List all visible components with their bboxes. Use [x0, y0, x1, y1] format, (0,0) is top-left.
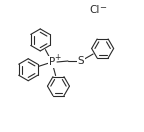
- Text: −: −: [99, 4, 106, 13]
- Text: Cl: Cl: [90, 5, 100, 15]
- Text: +: +: [54, 53, 60, 62]
- Text: P: P: [49, 57, 55, 67]
- Text: S: S: [78, 56, 84, 66]
